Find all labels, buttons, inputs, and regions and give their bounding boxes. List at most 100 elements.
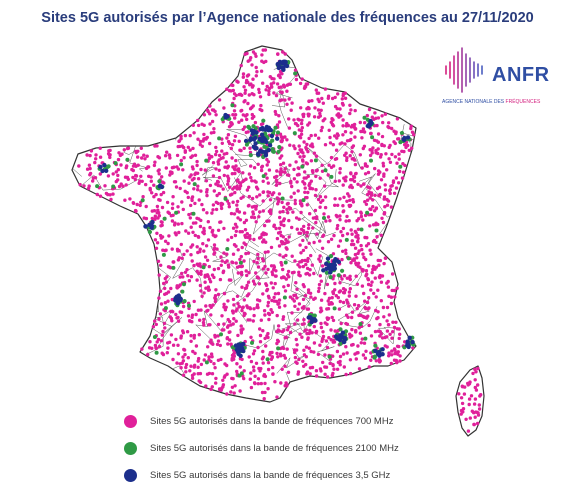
site-dot — [176, 249, 180, 253]
site-dot — [376, 169, 381, 173]
site-dot — [345, 156, 349, 160]
site-dot — [350, 343, 354, 347]
site-dot — [401, 170, 406, 174]
site-dot — [242, 313, 246, 318]
site-dot — [247, 194, 251, 199]
site-dot — [239, 342, 244, 347]
site-dot — [283, 384, 287, 388]
site-dot — [166, 290, 171, 294]
site-dot — [189, 339, 193, 343]
site-dot — [248, 153, 253, 158]
site-dot — [300, 258, 304, 263]
site-dot — [259, 132, 265, 137]
site-dot — [223, 196, 228, 201]
site-dot — [321, 330, 325, 334]
site-dot — [250, 131, 255, 136]
site-dot — [265, 357, 270, 362]
site-dot — [316, 108, 321, 112]
site-dot — [293, 322, 297, 326]
site-dot — [383, 112, 388, 116]
site-dot — [207, 264, 211, 269]
site-dot — [309, 253, 313, 258]
site-dot — [189, 275, 194, 279]
site-dot — [164, 280, 169, 284]
site-dot — [464, 417, 468, 421]
site-dot — [150, 216, 154, 221]
site-dot — [302, 353, 307, 357]
site-dot — [189, 155, 193, 160]
site-dot — [400, 149, 404, 153]
site-dot — [250, 105, 254, 110]
site-dot — [204, 304, 208, 308]
site-dot — [188, 216, 192, 220]
site-dot — [306, 149, 310, 154]
site-dot — [278, 181, 282, 186]
site-dot — [370, 115, 374, 119]
site-dot — [183, 270, 188, 274]
site-dot — [325, 282, 330, 287]
site-dot — [337, 307, 342, 311]
site-dot — [153, 217, 157, 221]
site-dot — [126, 146, 131, 150]
site-dot — [233, 222, 238, 226]
site-dot — [301, 248, 306, 253]
site-dot — [106, 164, 111, 169]
site-dot — [246, 73, 251, 77]
site-dot — [271, 149, 276, 154]
site-dot — [162, 281, 166, 286]
site-dot — [316, 197, 321, 202]
site-dot — [292, 191, 296, 195]
site-dot — [197, 356, 201, 361]
site-dot — [175, 285, 179, 290]
site-dot — [475, 421, 480, 426]
site-dot — [175, 301, 181, 306]
site-dot — [360, 284, 365, 288]
site-dot — [335, 136, 339, 140]
site-dot — [261, 179, 265, 183]
site-dot — [226, 174, 230, 178]
site-dot — [198, 142, 202, 147]
site-dot — [163, 301, 167, 305]
site-dot — [268, 75, 272, 79]
department-border — [370, 375, 403, 402]
site-dot — [161, 252, 166, 257]
site-dot — [398, 332, 402, 336]
site-dot — [235, 265, 240, 269]
site-dot — [245, 273, 249, 278]
site-dot — [235, 307, 239, 311]
site-dot — [306, 123, 310, 127]
site-dot — [390, 126, 394, 131]
site-dot — [210, 211, 214, 215]
site-dot — [244, 218, 249, 222]
site-dot — [109, 197, 113, 202]
site-dot — [272, 295, 276, 300]
site-dot — [284, 335, 288, 340]
site-dot — [341, 226, 346, 231]
site-dot — [160, 223, 164, 227]
department-border — [377, 327, 396, 345]
site-dot — [132, 162, 137, 166]
site-dot — [344, 124, 349, 128]
site-dot — [140, 198, 145, 203]
site-dot — [407, 335, 412, 340]
site-dot — [214, 376, 218, 381]
site-dot — [161, 329, 165, 334]
site-dot — [171, 310, 175, 314]
site-dot — [329, 338, 333, 342]
site-dot — [338, 142, 342, 146]
site-dot — [258, 210, 262, 214]
site-dot — [376, 172, 381, 176]
site-dot — [116, 178, 120, 182]
site-dot — [258, 149, 263, 154]
site-dot — [350, 327, 354, 332]
site-dot — [285, 83, 289, 87]
site-dot — [305, 195, 309, 200]
site-dot — [292, 177, 297, 181]
site-dot — [344, 219, 348, 223]
site-dot — [108, 153, 112, 157]
site-dot — [257, 87, 261, 92]
site-dot — [293, 350, 297, 355]
site-dot — [369, 131, 373, 136]
site-dot — [338, 289, 343, 293]
site-dot — [388, 332, 392, 336]
